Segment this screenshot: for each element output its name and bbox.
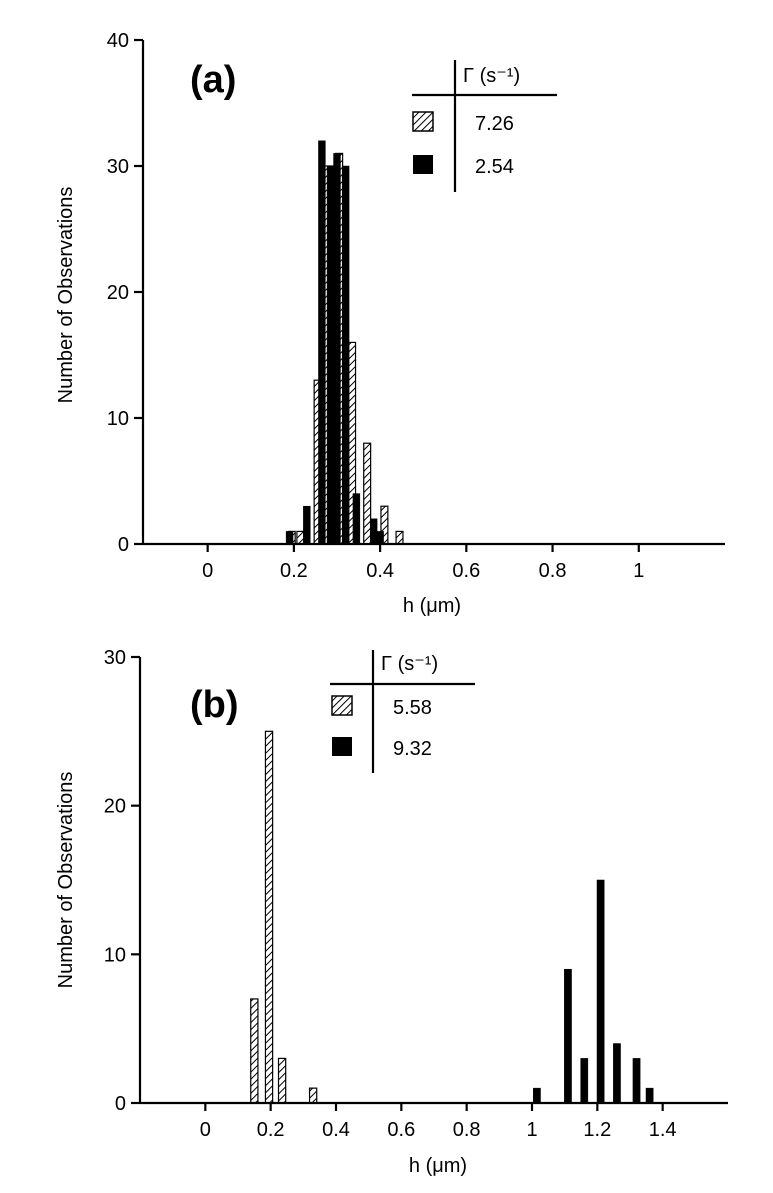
bar-a-s0-9	[395, 530, 404, 545]
bar-a-s1-0	[285, 531, 294, 545]
legend-entry-b-1: 9.32	[393, 738, 432, 760]
x-tick-label-a-5: 1	[633, 560, 644, 582]
x-tick-label-a-3: 0.6	[452, 560, 480, 582]
chart-panel-b: (b) Number of Observations h (μm) 010203…	[55, 647, 728, 1177]
x-tick-label-b-2: 0.4	[322, 1119, 350, 1141]
x-tick-label-b-0: 0	[200, 1119, 211, 1141]
ticks-b: 0 10 20 30 0 0.2 0.4 0.6 0.8 1 1.2 1.4	[104, 647, 677, 1141]
y-tick-label-a-0: 0	[118, 534, 129, 556]
y-tick-label-b-0: 0	[115, 1093, 126, 1115]
legend-b: Γ (s⁻¹) 5.58 9.32	[330, 650, 475, 773]
bar-a-s1-2	[318, 140, 326, 545]
x-tick-label-b-1: 0.2	[257, 1119, 285, 1141]
y-axis-label-b: Number of Observations	[55, 772, 77, 989]
legend-entry-b-0: 5.58	[393, 697, 432, 719]
bar-a-s1-3	[326, 165, 335, 545]
bar-a-s0-7	[363, 442, 372, 545]
x-tick-label-b-7: 1.4	[649, 1119, 677, 1141]
panel-label-a: (a)	[190, 59, 236, 101]
bar-b-s1-1	[564, 968, 572, 1104]
x-tick-label-b-4: 0.8	[453, 1119, 481, 1141]
chart-panel-a: (a) Number of Observations h (μm) 010203…	[55, 30, 725, 617]
x-tick-label-a-4: 0.8	[539, 560, 567, 582]
bar-a-s1-4	[333, 153, 341, 545]
panel-label-b: (b)	[190, 684, 239, 726]
bar-b-s0-1	[264, 730, 274, 1104]
legend-swatch-solid-a	[413, 155, 433, 174]
y-tick-label-a-1: 10	[107, 408, 129, 430]
x-tick-label-b-3: 0.6	[387, 1119, 415, 1141]
legend-swatch-solid-b	[332, 737, 352, 756]
y-axis-label-a: Number of Observations	[55, 187, 77, 404]
x-tick-label-b-5: 1	[526, 1119, 537, 1141]
bar-a-s1-5	[341, 165, 350, 545]
x-tick-label-b-6: 1.2	[583, 1119, 611, 1141]
bars-b	[250, 730, 654, 1104]
legend-swatch-hatched-a	[412, 111, 434, 132]
bar-b-s0-0	[250, 998, 259, 1104]
x-tick-label-a-0: 0	[202, 560, 213, 582]
legend-a: Γ (s⁻¹) 7.26 2.54	[412, 60, 557, 192]
bars-a	[285, 140, 404, 545]
bar-b-s1-2	[580, 1058, 589, 1104]
x-axis-label-b: h (μm)	[409, 1155, 467, 1177]
bar-a-s0-1	[296, 530, 305, 545]
y-tick-label-b-2: 20	[104, 796, 126, 818]
y-tick-label-a-3: 30	[107, 156, 129, 178]
bar-a-s1-7	[369, 518, 378, 545]
bar-b-s1-5	[632, 1058, 641, 1104]
axes-a	[141, 40, 725, 546]
y-tick-label-a-2: 20	[107, 282, 129, 304]
legend-entry-a-1: 2.54	[475, 156, 514, 178]
x-tick-label-a-2: 0.4	[366, 560, 394, 582]
y-tick-label-b-3: 30	[104, 647, 126, 669]
ticks-a: 0 10 20 30 40 0 0.2 0.4 0.6 0.8 1	[107, 30, 645, 582]
bar-a-s1-8	[376, 531, 384, 545]
bar-a-s1-1	[303, 505, 311, 545]
y-tick-label-b-1: 10	[104, 944, 126, 966]
x-tick-label-a-1: 0.2	[280, 560, 308, 582]
bar-b-s0-3	[308, 1087, 318, 1104]
legend-header-b: Γ (s⁻¹)	[381, 653, 438, 675]
bar-b-s1-4	[613, 1043, 621, 1104]
bar-b-s1-0	[533, 1087, 541, 1104]
bar-b-s1-3	[596, 879, 605, 1104]
y-tick-label-a-4: 40	[107, 30, 129, 52]
bar-a-s1-6	[352, 493, 361, 545]
legend-header-a: Γ (s⁻¹)	[463, 65, 520, 87]
legend-swatch-hatched-b	[331, 695, 353, 716]
axes-b	[138, 657, 728, 1105]
bar-b-s0-2	[277, 1057, 287, 1104]
x-axis-label-a: h (μm)	[403, 595, 461, 617]
legend-entry-a-0: 7.26	[475, 113, 514, 135]
bar-b-s1-6	[645, 1087, 654, 1104]
